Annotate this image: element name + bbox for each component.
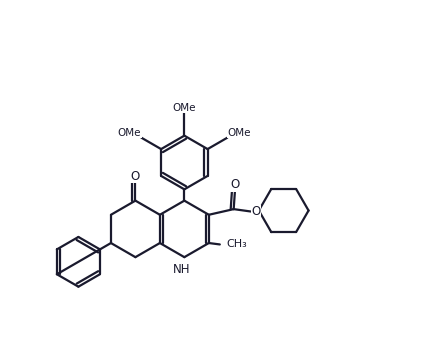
Text: NH: NH [173,262,190,276]
Text: OMe: OMe [227,128,251,138]
Text: CH₃: CH₃ [226,239,247,249]
Text: O: O [231,179,240,192]
Text: O: O [252,206,261,219]
Text: O: O [131,170,140,183]
Text: OMe: OMe [118,128,141,138]
Text: OMe: OMe [173,103,196,113]
